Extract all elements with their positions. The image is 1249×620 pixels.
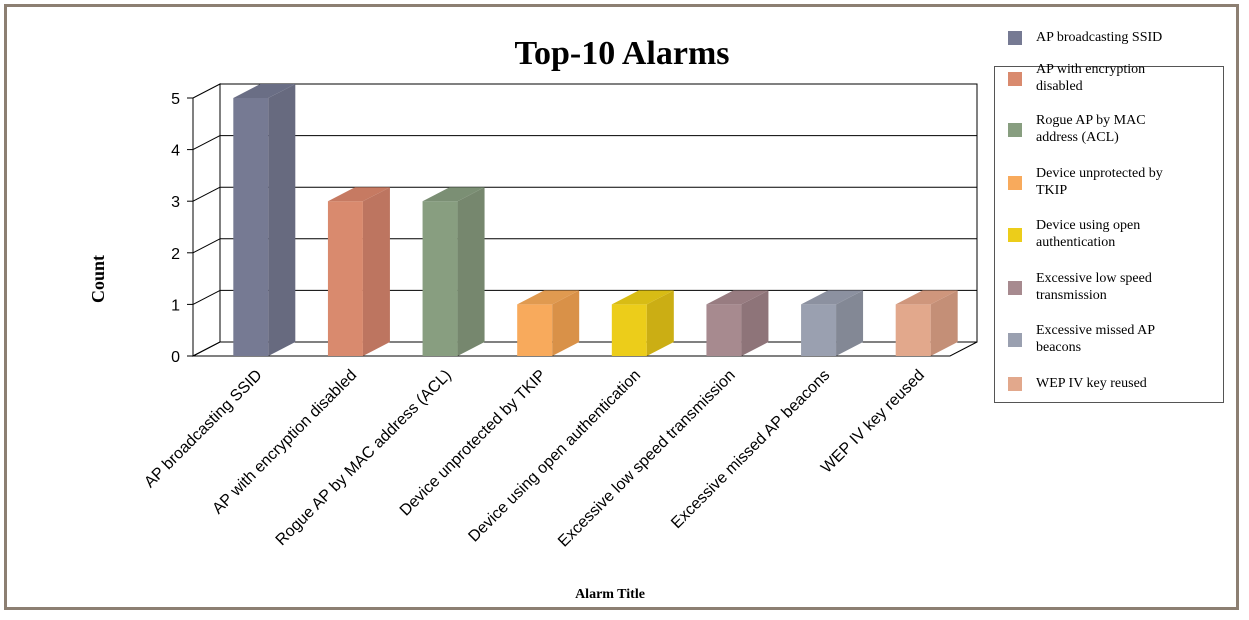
chart-title: Top-10 Alarms	[514, 35, 729, 72]
legend-label: Excessive missed AP beacons	[1036, 322, 1220, 356]
bar-side	[457, 187, 485, 356]
gridline-side	[192, 289, 221, 305]
gridline-side	[192, 135, 221, 151]
legend-label-line: address (ACL)	[1036, 130, 1119, 145]
bar-front	[895, 304, 931, 356]
legend: AP broadcasting SSID AP with encryption di…	[994, 30, 1224, 403]
legend-swatch	[1008, 333, 1022, 347]
y-tick-label: 5	[171, 91, 180, 108]
bar-top	[327, 187, 390, 202]
legend-swatch	[1008, 228, 1022, 242]
gridline-side	[192, 238, 221, 254]
legend-label-line: Device unprotected by	[1036, 166, 1163, 181]
legend-label: AP with encryption disabled	[1036, 61, 1220, 95]
y-tick-label: 1	[171, 297, 180, 314]
y-tick-label: 0	[171, 349, 180, 366]
bar-front	[706, 304, 742, 356]
bar-side	[362, 187, 390, 356]
floor	[192, 341, 978, 357]
legend-swatch	[1008, 123, 1022, 137]
legend-label-line: TKIP	[1036, 183, 1068, 198]
gridline-side	[192, 186, 221, 202]
bar-top	[706, 290, 769, 305]
legend-label-line: AP with encryption	[1036, 62, 1146, 77]
legend-label: Device unprotected by TKIP	[1036, 165, 1220, 199]
legend-label-line: beacons	[1036, 340, 1082, 355]
legend-label-line: Excessive low speed	[1036, 271, 1152, 286]
bar-side	[552, 290, 580, 356]
legend-label-line: AP broadcasting SSID	[1036, 30, 1163, 45]
bar-top	[895, 290, 958, 305]
legend-swatch	[1008, 377, 1022, 391]
bar-side	[836, 290, 864, 356]
legend-label: Excessive low speed transmission	[1036, 270, 1220, 304]
legend-label: AP broadcasting SSID	[1036, 29, 1220, 46]
legend-swatch	[1008, 31, 1022, 45]
legend-label: Rogue AP by MAC address (ACL)	[1036, 112, 1220, 146]
bar-front	[422, 201, 458, 356]
bar-front	[611, 304, 647, 356]
bar-top	[801, 290, 864, 305]
y-tick-label: 4	[171, 143, 180, 160]
bar-top	[517, 290, 580, 305]
bar-front	[233, 98, 269, 356]
bar-front	[517, 304, 553, 356]
legend-label-line: Excessive missed AP	[1036, 323, 1155, 338]
x-axis-title: Alarm Title	[575, 587, 645, 602]
x-tick-label: Device using open authentication	[465, 367, 644, 546]
y-tick-label: 2	[171, 246, 180, 263]
side-wall	[192, 83, 221, 357]
legend-swatch	[1008, 281, 1022, 295]
legend-label-line: authentication	[1036, 235, 1116, 250]
legend-label-line: transmission	[1036, 288, 1107, 303]
x-tick-label: WEP IV key reused	[818, 367, 928, 477]
legend-swatch	[1008, 72, 1022, 86]
bar-front	[801, 304, 837, 356]
bars	[233, 84, 958, 356]
y-tick-label: 3	[171, 194, 180, 211]
bar-side	[930, 290, 958, 356]
bar-side	[646, 290, 674, 356]
y-axis-title: Count	[88, 255, 108, 303]
bar-side	[741, 290, 769, 356]
x-tick-label: Excessive low speed transmission	[555, 367, 739, 551]
legend-label: Device using open authentication	[1036, 217, 1220, 251]
bar-side	[268, 84, 296, 356]
legend-swatch	[1008, 176, 1022, 190]
bar-front	[327, 201, 363, 356]
bar-top	[233, 84, 296, 98]
bar-top	[422, 187, 485, 202]
bar-top	[611, 290, 674, 305]
legend-label: WEP IV key reused	[1036, 375, 1220, 392]
x-tick-label: Excessive missed AP beacons	[668, 367, 833, 532]
x-tick-label: Rogue AP by MAC address (ACL)	[273, 367, 455, 549]
legend-label-line: disabled	[1036, 79, 1083, 94]
legend-label-line: Rogue AP by MAC	[1036, 113, 1146, 128]
legend-label-line: Device using open	[1036, 218, 1141, 233]
legend-label-line: WEP IV key reused	[1036, 376, 1147, 391]
